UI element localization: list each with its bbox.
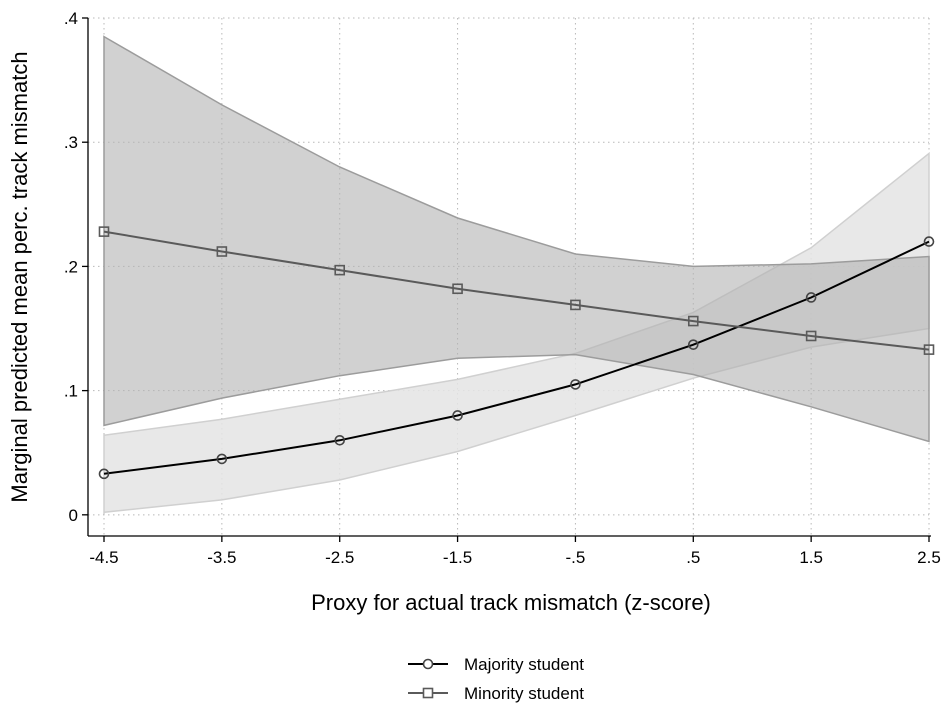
y-tick-label: 0 xyxy=(69,506,78,525)
x-ticks: -4.5 -3.5 -2.5 -1.5 -.5 .5 1.5 2.5 xyxy=(89,536,941,567)
series-lines xyxy=(103,230,930,475)
data-point xyxy=(452,283,463,295)
data-point xyxy=(334,434,346,446)
x-axis-title: Proxy for actual track mismatch (z-score… xyxy=(311,590,711,615)
series-line xyxy=(103,230,930,351)
data-point xyxy=(570,379,581,390)
series-line xyxy=(103,240,930,475)
x-tick-label: 2.5 xyxy=(917,548,941,567)
series-markers xyxy=(98,226,935,480)
x-tick-label: -.5 xyxy=(566,548,586,567)
y-tick-label: .3 xyxy=(64,133,78,152)
confidence-bands xyxy=(103,35,930,514)
data-point xyxy=(98,226,110,237)
y-tick-label: .1 xyxy=(64,382,78,401)
data-point xyxy=(923,236,935,247)
x-tick-label: -1.5 xyxy=(443,548,472,567)
legend-label: Minority student xyxy=(464,684,584,703)
x-tick-label: -3.5 xyxy=(207,548,236,567)
legend-marker xyxy=(422,687,434,699)
data-point xyxy=(216,246,228,257)
data-point xyxy=(334,264,346,276)
x-tick-label: -4.5 xyxy=(89,548,118,567)
data-point xyxy=(923,344,935,355)
data-point xyxy=(98,468,110,480)
y-ticks: 0 .1 .2 .3 .4 xyxy=(64,9,88,525)
y-axis-title: Marginal predicted mean perc. track mism… xyxy=(7,51,32,502)
y-tick-label: .4 xyxy=(64,9,78,28)
data-point xyxy=(687,339,699,350)
data-point xyxy=(570,299,581,311)
confidence-band xyxy=(103,35,930,443)
data-point xyxy=(805,292,817,303)
legend-label: Majority student xyxy=(464,655,584,674)
legend: Majority student Minority student xyxy=(408,655,584,703)
x-tick-label: 1.5 xyxy=(799,548,823,567)
y-tick-label: .2 xyxy=(64,257,78,276)
data-point xyxy=(452,410,463,421)
data-point xyxy=(687,315,699,327)
data-point xyxy=(216,453,228,465)
x-tick-label: .5 xyxy=(686,548,700,567)
legend-marker xyxy=(422,658,434,670)
axes xyxy=(87,18,931,537)
x-tick-label: -2.5 xyxy=(325,548,354,567)
data-point xyxy=(805,330,817,342)
